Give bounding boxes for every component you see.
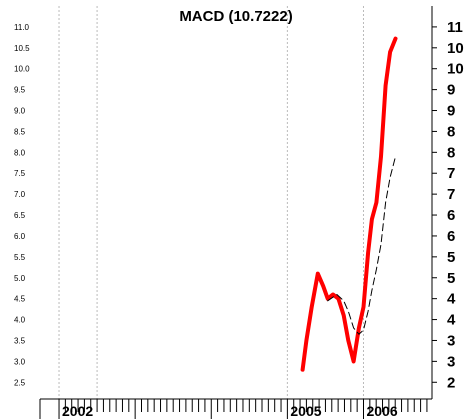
left-tick-label: 4.0	[14, 316, 26, 325]
left-tick-label: 7.5	[14, 169, 26, 178]
right-tick-label: 5	[447, 270, 455, 287]
left-tick-label: 3.0	[14, 357, 26, 366]
macd-line	[300, 36, 398, 372]
left-tick-label: 10.0	[14, 65, 30, 74]
left-tick-label: 8.5	[14, 127, 26, 136]
left-tick-label: 9.0	[14, 107, 26, 116]
grid-layer	[58, 6, 364, 399]
right-tick-label: 3	[447, 353, 455, 370]
right-tick-label: 6	[447, 207, 455, 224]
left-tick-label: 9.5	[14, 86, 26, 95]
right-tick-label: 3	[447, 332, 455, 349]
left-tick-label: 7.0	[14, 190, 26, 199]
left-tick-label: 2.5	[14, 378, 26, 387]
right-tick-label: 7	[447, 165, 455, 182]
left-tick-label: 5.5	[14, 253, 26, 262]
x-axis-year-label: 2006	[366, 403, 397, 419]
right-tick-label: 6	[447, 228, 455, 245]
right-tick-label: 11	[447, 19, 463, 36]
left-tick-label: 11.0	[14, 23, 30, 32]
right-tick-label: 10	[447, 40, 464, 57]
right-axis-ticks: 11 10 10 9 9 8 8 7 7 6 6 5 5 4 4 3 3 2	[432, 19, 464, 391]
right-tick-label: 4	[447, 291, 456, 308]
bottom-axis: 2002 2005 2006	[39, 398, 432, 419]
signal-line	[327, 156, 396, 335]
left-tick-label: 4.5	[14, 295, 26, 304]
chart-title: MACD (10.7222)	[179, 8, 292, 25]
right-tick-label: 8	[447, 144, 455, 161]
right-tick-label: 9	[447, 103, 455, 120]
left-axis-ticks: 11.0 10.5 10.0 9.5 9.0 8.5 8.0 7.5 7.0 6.5 6.0 5.5 5…	[14, 23, 30, 387]
left-tick-label: 3.5	[14, 336, 26, 345]
series-layer	[300, 36, 398, 372]
right-tick-label: 5	[447, 249, 455, 266]
left-tick-label: 6.5	[14, 211, 26, 220]
right-tick-label: 8	[447, 123, 455, 140]
left-tick-label: 10.5	[14, 44, 30, 53]
right-tick-label: 4	[447, 312, 456, 329]
right-tick-label: 2	[447, 374, 455, 391]
right-tick-label: 10	[447, 61, 464, 78]
left-tick-label: 6.0	[14, 232, 26, 241]
x-axis-year-label: 2002	[62, 403, 93, 419]
right-tick-label: 7	[447, 186, 455, 203]
left-tick-label: 5.0	[14, 274, 26, 283]
left-tick-label: 8.0	[14, 148, 26, 157]
x-axis-year-label: 2005	[290, 403, 321, 419]
right-tick-label: 9	[447, 82, 455, 99]
